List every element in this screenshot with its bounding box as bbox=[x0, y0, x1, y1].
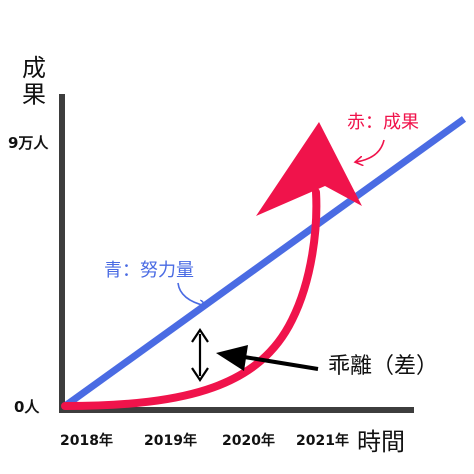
x-tick-label-2020: 2020年 bbox=[222, 432, 275, 449]
result-series-curve bbox=[61, 188, 321, 410]
effort-series-line bbox=[62, 116, 467, 409]
gap-pointer-arrow bbox=[216, 345, 319, 371]
result-label-pointer bbox=[356, 139, 385, 162]
x-axis-title: 時間 bbox=[357, 428, 405, 456]
y-tick-label-zero: 0人 bbox=[14, 398, 40, 416]
x-tick-label-2021: 2021年 bbox=[296, 432, 349, 449]
x-tick-label-2019: 2019年 bbox=[144, 432, 197, 449]
gap-double-arrow bbox=[191, 328, 209, 382]
result-arrowhead bbox=[256, 122, 362, 216]
x-tick-label-2018: 2018年 bbox=[60, 432, 113, 449]
effort-label-pointer bbox=[177, 282, 206, 306]
y-axis-title: 成果 bbox=[22, 54, 46, 108]
effort-series-label: 青：努力量 bbox=[104, 260, 194, 281]
result-series-label: 赤：成果 bbox=[347, 112, 419, 133]
gap-label: 乖離（差） bbox=[328, 354, 438, 379]
y-tick-label-top: 9万人 bbox=[8, 134, 49, 152]
series-layer bbox=[61, 116, 467, 410]
